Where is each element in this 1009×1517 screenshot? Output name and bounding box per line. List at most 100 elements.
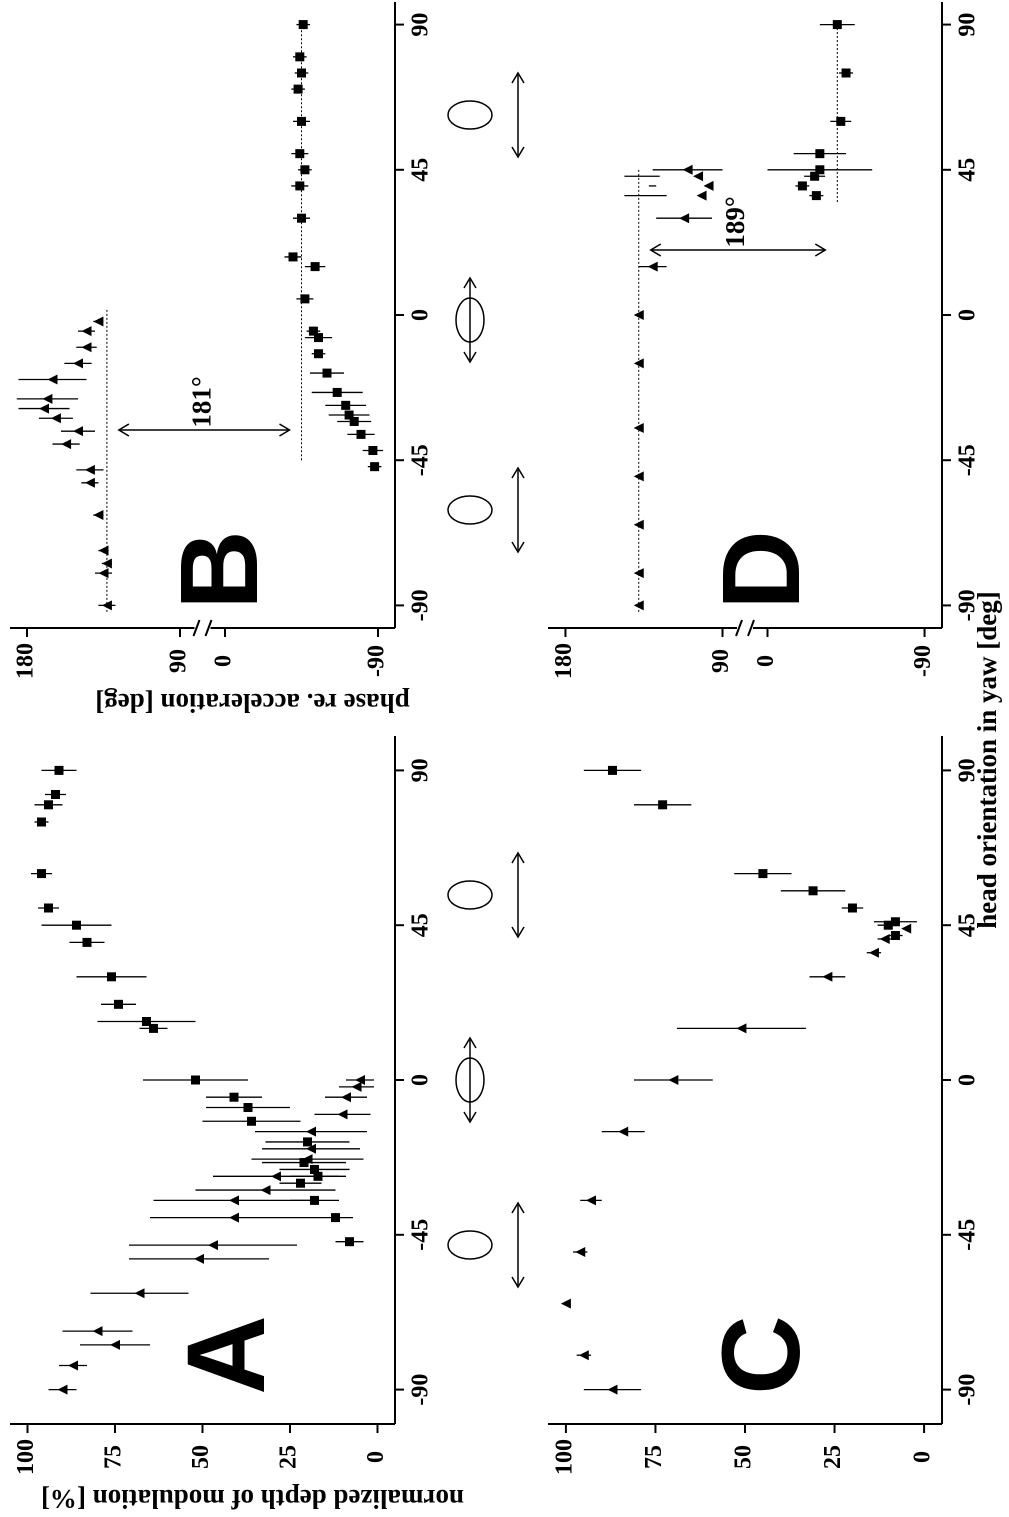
- data-point: [608, 766, 617, 775]
- data-point: [357, 430, 366, 439]
- x-tick-label: -90: [408, 1374, 434, 1406]
- data-point: [42, 394, 52, 404]
- data-point: [110, 1340, 120, 1350]
- data-point: [73, 358, 83, 368]
- data-point: [683, 165, 693, 175]
- data-point: [93, 510, 103, 520]
- x-tick-label: 45: [408, 158, 434, 182]
- data-point: [586, 1195, 596, 1205]
- data-point: [55, 766, 64, 775]
- data-point: [135, 1288, 145, 1298]
- data-point: [51, 790, 60, 799]
- data-point: [114, 1000, 123, 1009]
- data-point: [704, 181, 714, 191]
- data-point: [99, 546, 109, 556]
- data-point: [85, 465, 95, 475]
- x-axis-label: head orientation in yaw [deg]: [972, 591, 1002, 929]
- y-tick-label: 100: [551, 1439, 577, 1475]
- y-tick-label: 25: [276, 1445, 302, 1469]
- data-point: [333, 388, 342, 397]
- panel-letter: B: [158, 530, 281, 609]
- y-tick-label: 90: [708, 649, 734, 673]
- data-point: [668, 1075, 678, 1085]
- x-tick-label: -90: [955, 1374, 981, 1406]
- data-point: [809, 886, 818, 895]
- data-point: [370, 462, 379, 471]
- x-tick-label: -45: [408, 444, 434, 476]
- data-point: [82, 342, 92, 352]
- data-point: [244, 1103, 253, 1112]
- data-point: [48, 375, 58, 385]
- data-point: [297, 68, 306, 77]
- y-tick-label: 180: [13, 643, 39, 679]
- data-point: [314, 349, 323, 358]
- data-point: [848, 904, 857, 913]
- data-point: [345, 411, 354, 420]
- data-point: [822, 972, 832, 982]
- y-tick-label: 75: [641, 1445, 667, 1469]
- data-point: [311, 262, 320, 271]
- data-point: [297, 117, 306, 126]
- x-tick-label: 0: [955, 1074, 981, 1086]
- data-point: [51, 413, 61, 423]
- data-point: [73, 426, 83, 436]
- y-tick-label: 180: [551, 643, 577, 679]
- data-point: [345, 1237, 354, 1246]
- data-point: [68, 1361, 78, 1371]
- data-point: [44, 800, 53, 809]
- data-point: [300, 165, 309, 174]
- data-point: [271, 1171, 281, 1181]
- data-point: [85, 478, 95, 488]
- data-point: [194, 1254, 204, 1264]
- figure: -90-45045900255075100Anormalized depth o…: [0, 0, 1009, 1517]
- data-point: [44, 904, 53, 913]
- y-tick-label: 50: [731, 1445, 757, 1469]
- data-point: [648, 262, 658, 272]
- y-tick-label: 90: [166, 649, 192, 673]
- data-point: [812, 191, 821, 200]
- data-point: [142, 1017, 151, 1026]
- data-point: [338, 1109, 348, 1119]
- panel-letter: C: [700, 1315, 823, 1394]
- data-point: [297, 214, 306, 223]
- data-point: [869, 948, 879, 958]
- y-tick-label: -90: [364, 645, 390, 677]
- data-point: [815, 149, 824, 158]
- x-tick-label: -45: [955, 444, 981, 476]
- x-tick-label: -90: [955, 589, 981, 621]
- data-point: [309, 327, 318, 336]
- data-point: [331, 1213, 340, 1222]
- y-tick-label: -90: [910, 645, 936, 677]
- data-point: [323, 369, 332, 378]
- data-point: [341, 401, 350, 410]
- data-point: [758, 869, 767, 878]
- data-point: [37, 818, 46, 827]
- data-point: [697, 191, 707, 201]
- x-tick-label: 0: [408, 1074, 434, 1086]
- data-point: [61, 439, 71, 449]
- data-point: [261, 1185, 271, 1195]
- x-tick-label: 90: [408, 13, 434, 37]
- data-point: [229, 1195, 239, 1205]
- y-tick-label: 50: [188, 1445, 214, 1469]
- data-point: [618, 1127, 628, 1137]
- x-tick-label: 45: [955, 158, 981, 182]
- data-point: [72, 921, 81, 930]
- data-point: [99, 568, 109, 578]
- y-tick-label: 25: [820, 1445, 846, 1469]
- x-tick-label: 90: [955, 13, 981, 37]
- data-point: [306, 1127, 316, 1137]
- data-point: [295, 149, 304, 158]
- data-point: [83, 938, 92, 947]
- data-point: [658, 800, 667, 809]
- data-point: [247, 1117, 256, 1126]
- annotation: 189°: [720, 196, 750, 247]
- data-point: [579, 1350, 589, 1360]
- panel-letter: D: [700, 530, 823, 609]
- data-point: [37, 869, 46, 878]
- x-tick-label: -45: [955, 1219, 981, 1251]
- data-point: [634, 520, 644, 530]
- data-point: [208, 1240, 218, 1250]
- data-point: [891, 917, 900, 926]
- data-point: [368, 446, 377, 455]
